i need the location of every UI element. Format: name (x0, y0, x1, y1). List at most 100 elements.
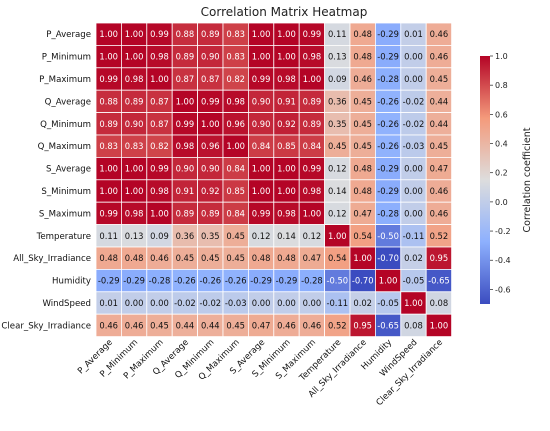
cell-value-label: 0.99 (150, 164, 169, 174)
cell-value-label: 0.46 (99, 320, 118, 330)
cell-value-label: 1.00 (99, 29, 118, 39)
cell-value-label: 1.00 (277, 186, 296, 196)
cell-value-label: 0.99 (99, 74, 118, 84)
cell-value-label: 0.46 (277, 320, 296, 330)
cell-value-label: 0.45 (430, 141, 449, 151)
colorbar-tick-label: -0.2 (495, 227, 511, 236)
y-tick-label: P_Maximum (39, 75, 91, 85)
cell-value-label: 0.54 (353, 231, 372, 241)
y-tick-label: P_Minimum (42, 53, 91, 63)
cell-value-label: 0.14 (277, 231, 296, 241)
cell-value-label: -0.29 (377, 186, 399, 196)
colorbar-tick-label: -0.4 (495, 256, 511, 265)
cell-value-label: -0.26 (377, 141, 399, 151)
cell-value-label: 0.95 (430, 253, 449, 263)
cell-value-label: 0.89 (176, 208, 195, 218)
cell-value-label: -0.02 (174, 298, 196, 308)
cell-value-label: -0.28 (377, 74, 399, 84)
cell-value-label: 0.89 (125, 96, 144, 106)
cell-value-label: 0.45 (353, 96, 372, 106)
y-tick-label: S_Average (46, 165, 91, 175)
cell-value-label: 1.00 (277, 164, 296, 174)
cell-value-label: 0.91 (277, 96, 296, 106)
cell-value-label: 0.46 (430, 208, 449, 218)
cell-value-label: 0.45 (176, 253, 195, 263)
cell-value-label: -0.03 (225, 298, 247, 308)
y-tick-label: P_Average (46, 30, 91, 40)
cell-value-label: 0.46 (303, 320, 322, 330)
cell-value-label: 0.44 (430, 96, 449, 106)
y-tick-label: Q_Maximum (38, 142, 91, 152)
cell-value-label: 0.35 (328, 119, 347, 129)
cell-value-label: 0.48 (353, 29, 372, 39)
cell-value-label: -0.29 (250, 276, 272, 286)
cell-value-label: 0.48 (353, 164, 372, 174)
cell-value-label: 1.00 (252, 52, 271, 62)
cell-value-label: -0.29 (377, 52, 399, 62)
cell-value-label: 1.00 (201, 119, 220, 129)
cell-value-label: 0.99 (303, 164, 322, 174)
chart-title: Correlation Matrix Heatmap (201, 5, 368, 19)
cell-value-label: 0.46 (150, 253, 169, 263)
cell-value-label: 0.83 (226, 29, 245, 39)
cell-value-label: 0.44 (201, 320, 220, 330)
colorbar-tick-label: 0.2 (495, 169, 508, 178)
cell-value-label: 0.99 (176, 119, 195, 129)
cell-value-label: 1.00 (226, 141, 245, 151)
cell-value-label: -0.29 (276, 276, 298, 286)
cell-value-label: -0.29 (377, 164, 399, 174)
cell-value-label: -0.26 (225, 276, 247, 286)
cell-value-label: 0.08 (430, 298, 449, 308)
cell-value-label: 0.45 (150, 320, 169, 330)
cell-value-label: 0.00 (404, 164, 423, 174)
cell-value-label: 0.98 (303, 52, 322, 62)
cell-value-label: 1.00 (99, 186, 118, 196)
cell-value-label: -0.11 (326, 298, 348, 308)
cell-value-label: 0.00 (252, 298, 271, 308)
cell-value-label: -0.29 (377, 29, 399, 39)
cell-value-label: 0.98 (150, 52, 169, 62)
y-tick-label: Clear_Sky_Irradiance (1, 321, 91, 331)
cell-value-label: 0.98 (226, 96, 245, 106)
cell-value-label: 0.45 (353, 119, 372, 129)
cell-value-label: 0.48 (353, 52, 372, 62)
cell-value-label: -0.70 (377, 253, 399, 263)
cell-value-label: 0.13 (328, 52, 347, 62)
cell-value-label: 0.99 (201, 96, 220, 106)
cell-value-label: 0.90 (176, 164, 195, 174)
cell-value-label: 0.47 (430, 164, 449, 174)
cell-value-label: 0.90 (252, 96, 271, 106)
cell-value-label: 0.45 (328, 141, 347, 151)
cell-value-label: 0.99 (303, 29, 322, 39)
cell-value-label: -0.26 (174, 276, 196, 286)
cell-value-label: 0.84 (226, 208, 245, 218)
cell-value-label: 0.90 (201, 52, 220, 62)
cell-value-label: 0.92 (277, 119, 296, 129)
cell-value-label: 0.96 (201, 141, 220, 151)
cell-value-label: -0.29 (123, 276, 145, 286)
y-tick-label: S_Maximum (39, 209, 91, 219)
cell-value-label: 0.00 (303, 298, 322, 308)
cell-value-label: 0.08 (404, 320, 423, 330)
cell-value-label: 0.88 (99, 96, 118, 106)
y-tick-label: S_Minimum (41, 187, 91, 197)
cell-value-label: 0.02 (404, 253, 423, 263)
cell-value-label: 0.87 (201, 74, 220, 84)
cell-value-label: 0.98 (277, 208, 296, 218)
cell-value-label: 0.95 (353, 320, 372, 330)
cell-value-label: 1.00 (150, 208, 169, 218)
cell-value-label: 0.99 (99, 208, 118, 218)
cell-value-label: 0.13 (125, 231, 144, 241)
cell-value-label: 0.44 (430, 119, 449, 129)
colorbar-tick-label: -0.6 (495, 285, 511, 294)
cell-value-label: 0.11 (99, 231, 118, 241)
cell-value-label: 0.99 (150, 29, 169, 39)
colorbar-tick-label: 1.0 (495, 52, 508, 61)
cell-value-label: 0.98 (277, 74, 296, 84)
heatmap-cells: 1.00 1.00 0.99 0.88 0.89 0.83 1.00 1.00 0.99 0.11… (95, 22, 453, 338)
cell-value-label: 0.45 (226, 320, 245, 330)
cell-value-label: 0.89 (303, 96, 322, 106)
cell-value-label: 0.46 (353, 74, 372, 84)
cell-value-label: 0.89 (201, 208, 220, 218)
cell-value-label: 1.00 (125, 52, 144, 62)
